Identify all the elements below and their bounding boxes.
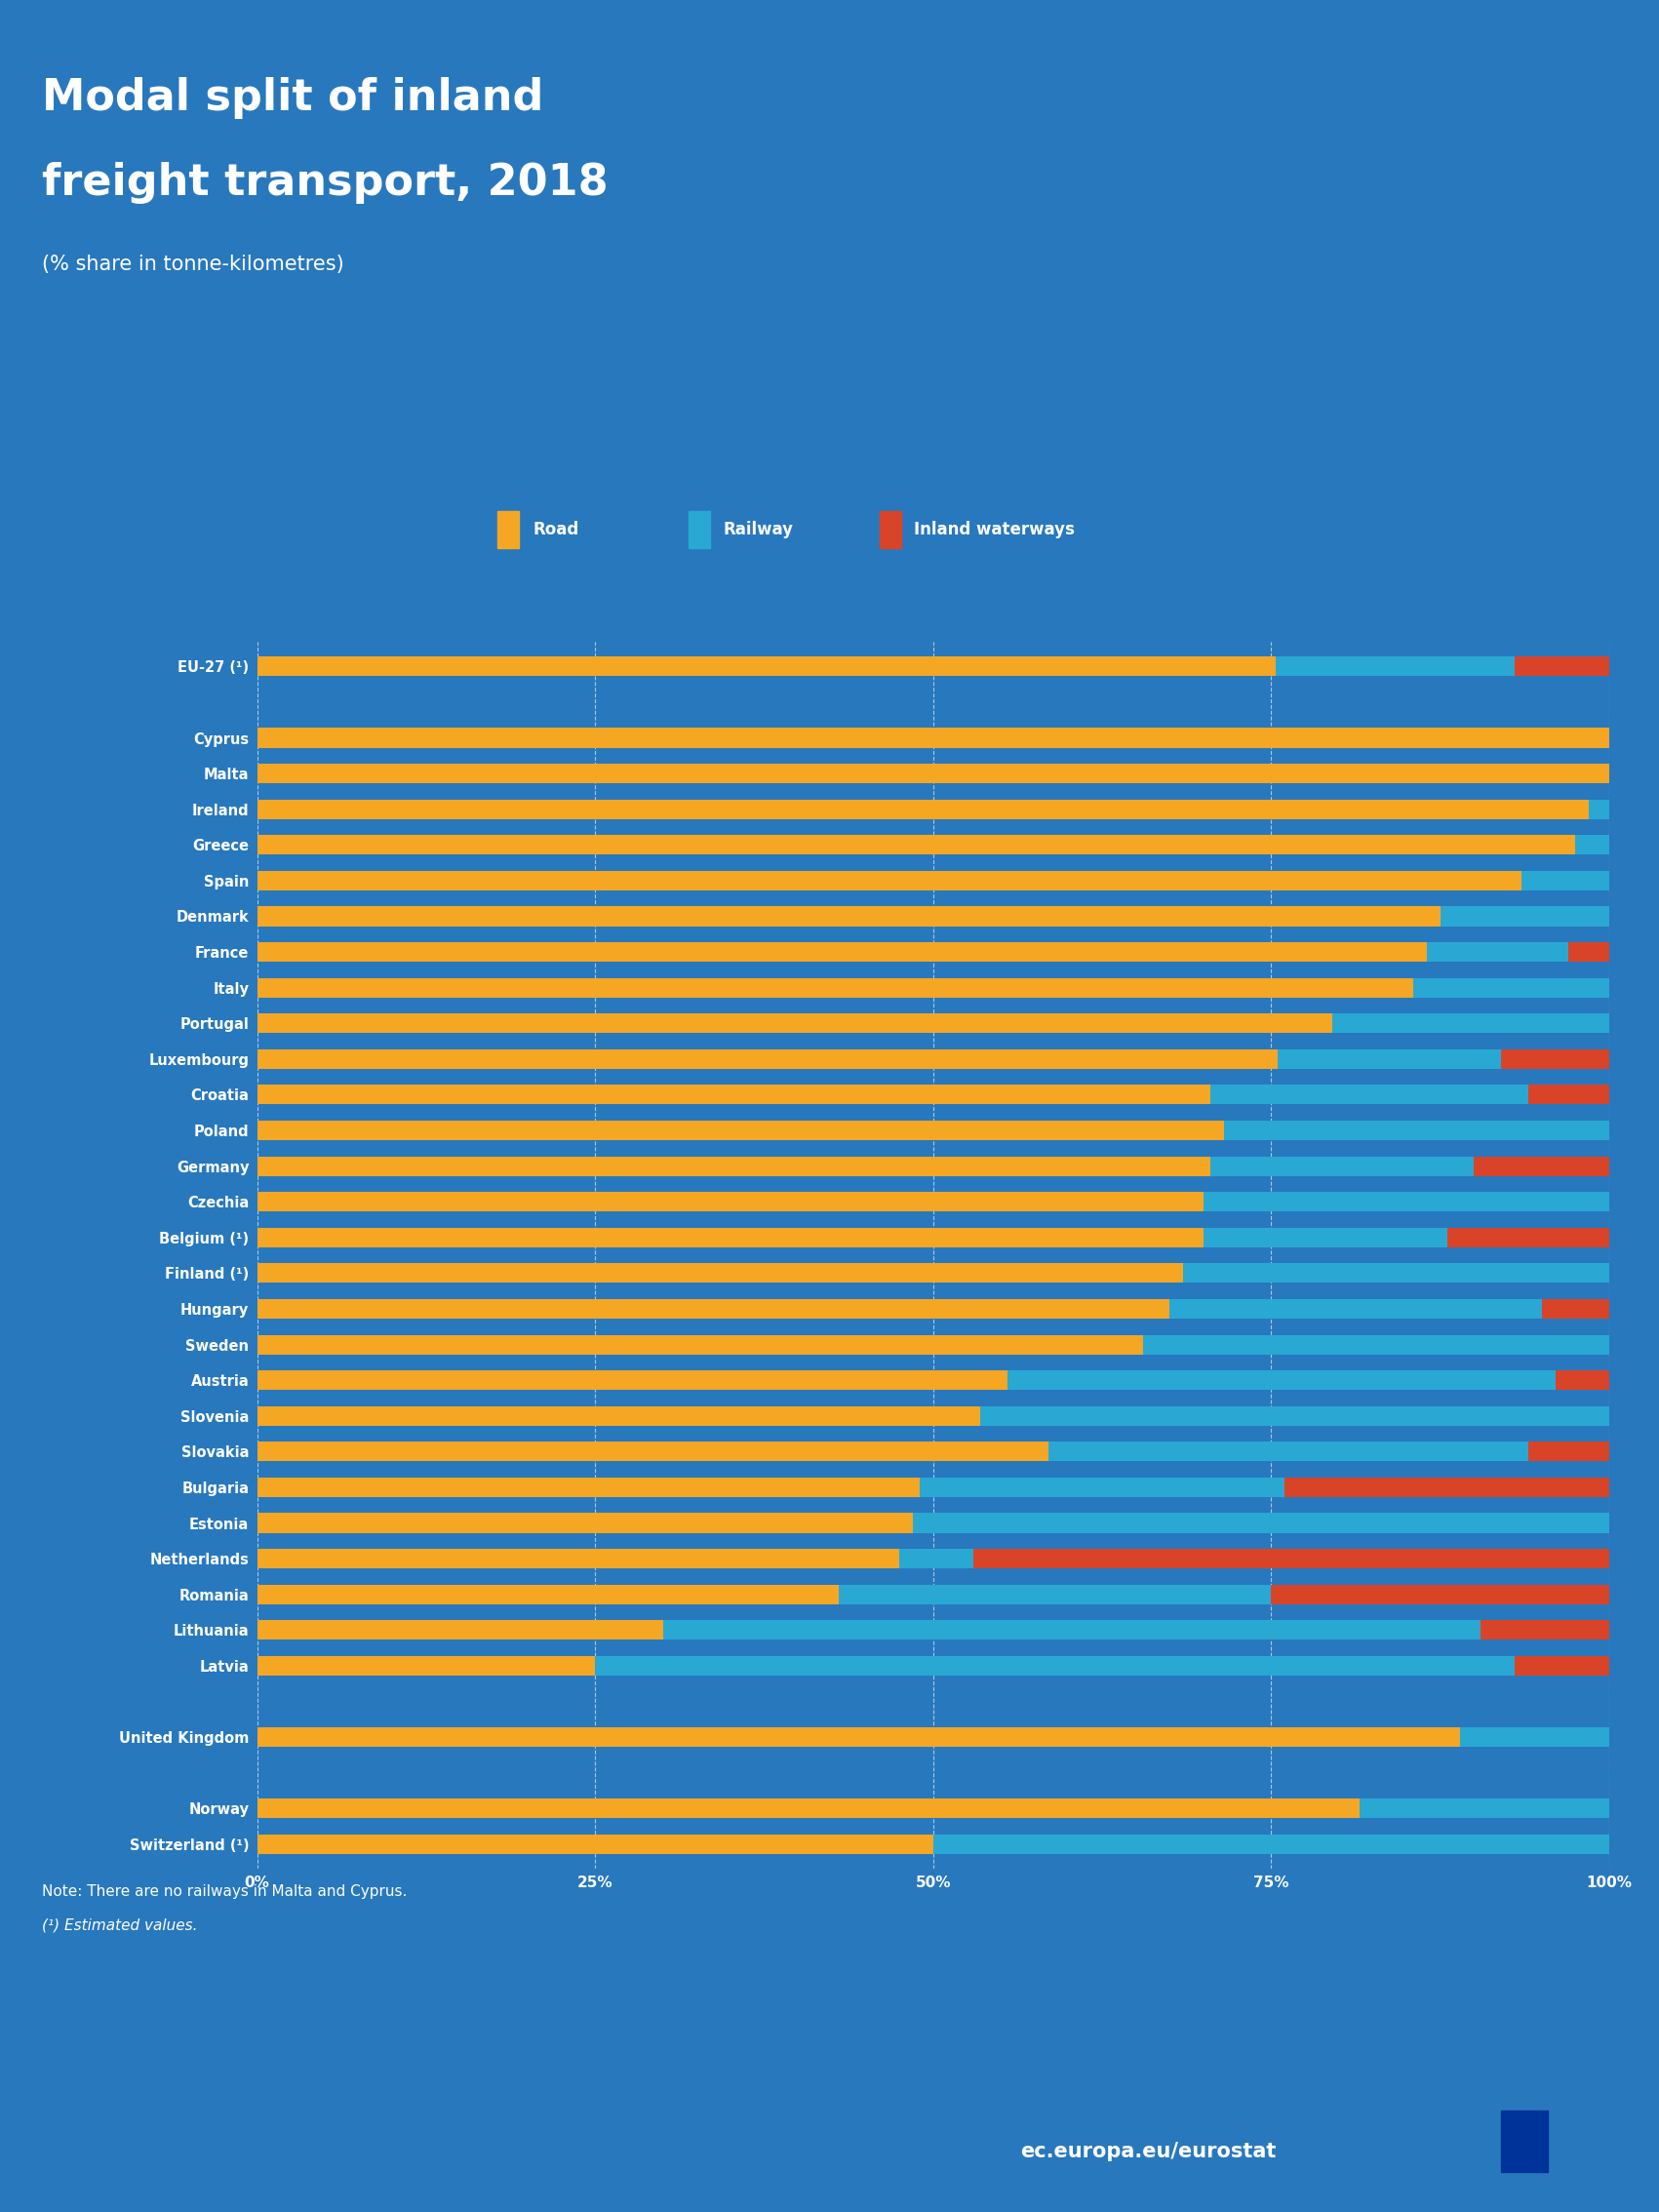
Bar: [257, 1728, 1460, 1747]
Bar: [1515, 657, 1609, 677]
Text: Inland waterways: Inland waterways: [914, 522, 1075, 538]
Bar: [1515, 1657, 1609, 1674]
Bar: [1277, 1048, 1501, 1068]
Bar: [257, 942, 1427, 962]
Bar: [257, 1228, 1203, 1248]
Bar: [257, 1619, 662, 1639]
Bar: [257, 1121, 1224, 1139]
Bar: [1460, 1728, 1609, 1747]
Bar: [980, 1407, 1609, 1427]
Bar: [1203, 1228, 1447, 1248]
Bar: [257, 1798, 1359, 1818]
Text: ■: ■: [1520, 2137, 1530, 2146]
Bar: [1440, 907, 1609, 927]
Text: (¹) Estimated values.: (¹) Estimated values.: [41, 1918, 197, 1933]
Text: Road: Road: [533, 522, 579, 538]
Bar: [1475, 1157, 1609, 1177]
Text: (% share in tonne-kilometres): (% share in tonne-kilometres): [41, 254, 343, 274]
Bar: [257, 1371, 1007, 1389]
Bar: [1143, 1334, 1609, 1354]
Bar: [257, 728, 1609, 748]
Bar: [1427, 942, 1569, 962]
Text: Modal split of inland: Modal split of inland: [41, 77, 542, 119]
Bar: [257, 1013, 1332, 1033]
Bar: [1554, 1371, 1609, 1389]
Bar: [1528, 1084, 1609, 1104]
Bar: [1007, 1371, 1554, 1389]
Bar: [257, 657, 1276, 677]
Bar: [1521, 872, 1609, 891]
Bar: [257, 1657, 596, 1674]
Text: freight transport, 2018: freight transport, 2018: [41, 161, 607, 204]
Bar: [899, 1548, 974, 1568]
Bar: [1284, 1478, 1609, 1498]
Bar: [257, 1298, 1170, 1318]
Bar: [912, 1513, 1609, 1533]
Bar: [919, 1478, 1284, 1498]
Bar: [1447, 1228, 1609, 1248]
Bar: [257, 1513, 912, 1533]
Bar: [257, 1157, 1211, 1177]
Bar: [932, 1834, 1609, 1854]
Bar: [257, 872, 1521, 891]
Bar: [257, 1442, 1048, 1462]
Bar: [596, 1657, 1515, 1674]
Bar: [1276, 657, 1515, 677]
Text: Railway: Railway: [723, 522, 793, 538]
Bar: [1332, 1013, 1609, 1033]
Bar: [1271, 1584, 1609, 1604]
Bar: [1413, 978, 1609, 998]
Bar: [1481, 1619, 1609, 1639]
Bar: [1528, 1442, 1609, 1462]
Bar: [257, 836, 1576, 854]
Bar: [257, 1584, 838, 1604]
Bar: [1203, 1192, 1609, 1212]
Bar: [1589, 799, 1609, 818]
Text: ec.europa.eu/eurostat: ec.europa.eu/eurostat: [1020, 2141, 1276, 2161]
Bar: [257, 1407, 980, 1427]
Bar: [257, 1084, 1211, 1104]
Text: Note: There are no railways in Malta and Cyprus.: Note: There are no railways in Malta and…: [41, 1885, 406, 1900]
Bar: [257, 1048, 1277, 1068]
Bar: [257, 1548, 899, 1568]
Bar: [257, 799, 1589, 818]
Bar: [974, 1548, 1609, 1568]
Bar: [257, 907, 1440, 927]
Bar: [1224, 1121, 1609, 1139]
Bar: [257, 978, 1413, 998]
Bar: [1569, 942, 1609, 962]
Bar: [1183, 1263, 1609, 1283]
Bar: [662, 1619, 1481, 1639]
Bar: [1211, 1084, 1528, 1104]
Bar: [1211, 1157, 1475, 1177]
Bar: [257, 1834, 932, 1854]
Bar: [838, 1584, 1271, 1604]
Bar: [1576, 836, 1609, 854]
Bar: [257, 1263, 1183, 1283]
Bar: [1048, 1442, 1528, 1462]
Bar: [1541, 1298, 1609, 1318]
Bar: [1359, 1798, 1609, 1818]
Bar: [257, 1192, 1203, 1212]
Bar: [1501, 1048, 1609, 1068]
Bar: [257, 763, 1609, 783]
Bar: [257, 1478, 919, 1498]
Bar: [257, 1334, 1143, 1354]
Bar: [1170, 1298, 1541, 1318]
